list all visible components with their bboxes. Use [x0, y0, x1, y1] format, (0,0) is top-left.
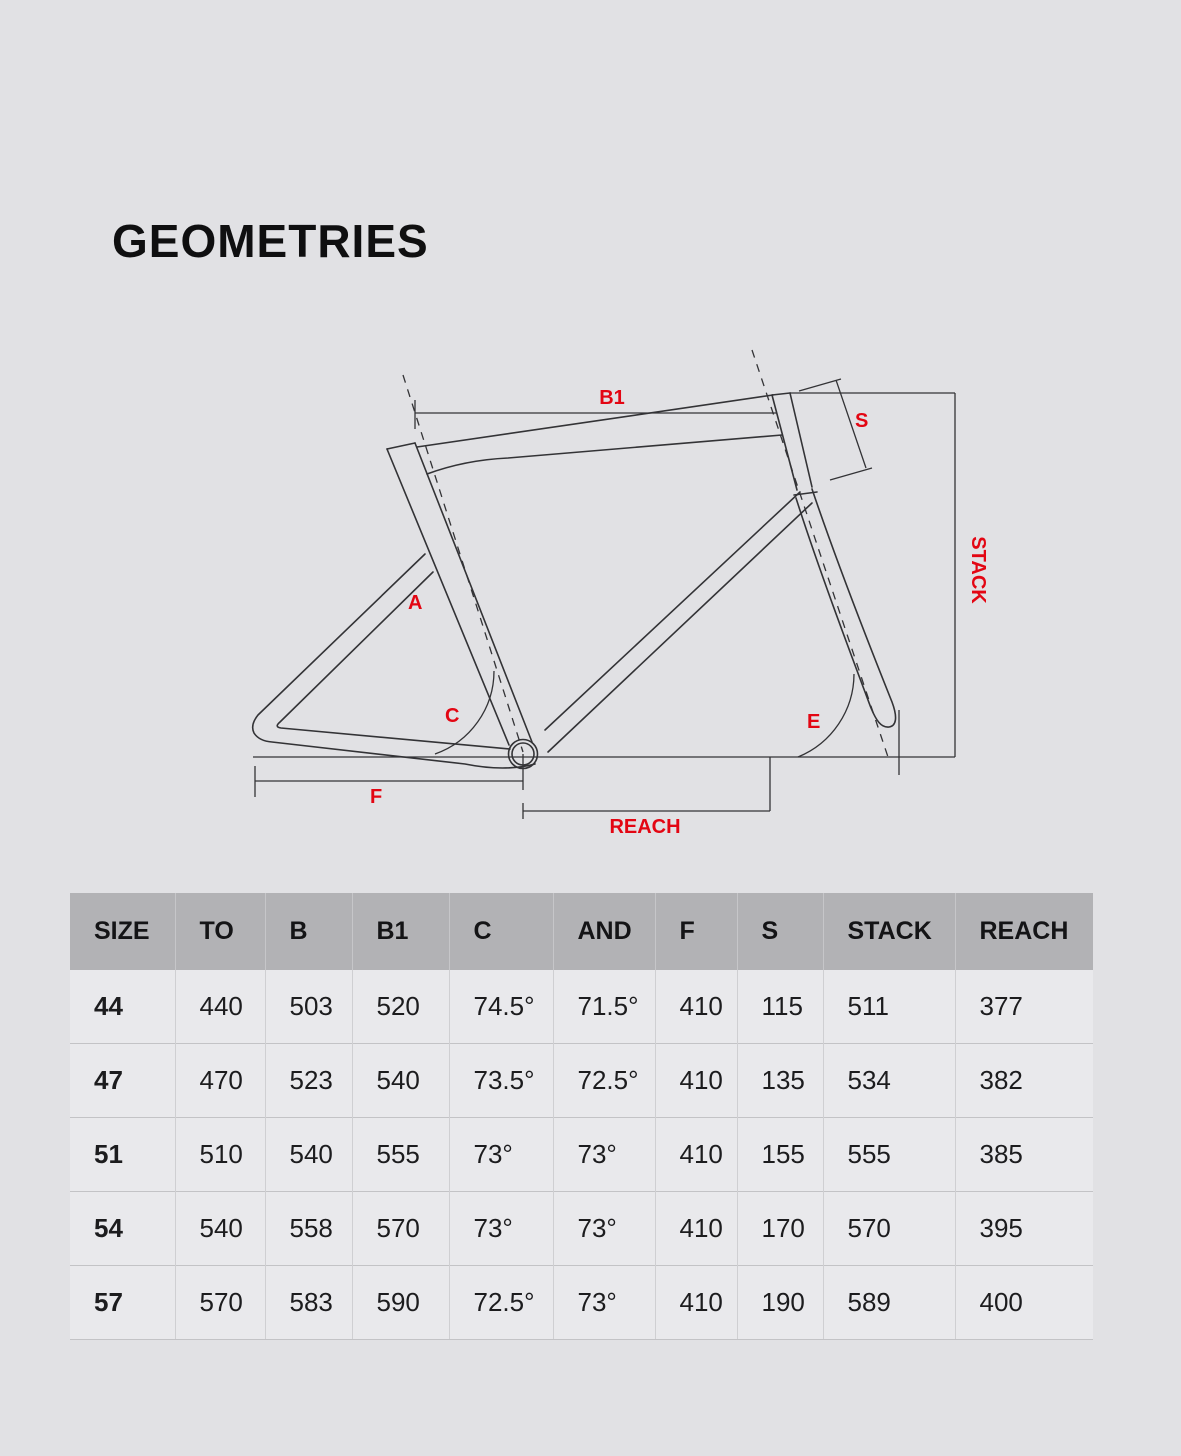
label-e: E [807, 711, 820, 733]
value-cell: 155 [736, 1117, 823, 1192]
geometry-table: SIZE TO B B1 C AND F S STACK REACH 44 440 503 520 74.… [70, 893, 1093, 1340]
table-row-size-54: 54 540 558 570 73° 73° 410 170 570 395 [70, 1191, 1093, 1266]
value-cell: 410 [654, 1117, 737, 1192]
value-cell: 74.5° [448, 970, 553, 1044]
bike-geometry-diagram: B1 S STACK A C E F REACH [251, 349, 989, 838]
top-tube-lower-edge [426, 434, 783, 475]
label-stack: STACK [967, 536, 989, 604]
size-cell: 47 [70, 1043, 175, 1118]
value-cell: 555 [351, 1117, 449, 1192]
value-cell: 520 [351, 970, 449, 1044]
value-cell: 72.5° [448, 1265, 553, 1340]
table-row-size-47: 47 470 523 540 73.5° 72.5° 410 135 534 382 [70, 1043, 1093, 1118]
value-cell: 410 [654, 1191, 737, 1266]
top-tube-upper-edge [416, 394, 774, 448]
value-cell: 540 [174, 1191, 265, 1266]
value-cell: 71.5° [552, 970, 655, 1044]
value-cell: 377 [954, 970, 1093, 1044]
value-cell: 115 [736, 970, 823, 1044]
s-measure-line [798, 378, 873, 481]
value-cell: 440 [174, 970, 265, 1044]
head-angle-arc [797, 673, 855, 758]
label-b1: B1 [599, 387, 625, 409]
value-cell: 400 [954, 1265, 1093, 1340]
seat-angle-arc [434, 670, 495, 755]
value-cell: 503 [264, 970, 352, 1044]
value-cell: 555 [822, 1117, 955, 1192]
label-reach: REACH [609, 816, 680, 838]
rear-triangle-inner [276, 571, 511, 750]
b1-measure-line [414, 400, 777, 429]
column-header-f: F [654, 893, 737, 970]
value-cell: 523 [264, 1043, 352, 1118]
value-cell: 511 [822, 970, 955, 1044]
table-body: 44 440 503 520 74.5° 71.5° 410 115 511 377 47 470 52… [70, 970, 1093, 1340]
head-tube-front-edge [789, 392, 813, 488]
fork-blade [795, 488, 897, 728]
value-cell: 589 [822, 1265, 955, 1340]
size-cell: 57 [70, 1265, 175, 1340]
label-a: A [408, 592, 422, 614]
value-cell: 73° [448, 1191, 553, 1266]
size-cell: 54 [70, 1191, 175, 1266]
column-header-reach: REACH [954, 893, 1093, 970]
value-cell: 72.5° [552, 1043, 655, 1118]
down-tube-upper-edge [544, 491, 801, 731]
page-title: GEOMETRIES [112, 215, 429, 267]
head-tube-axis [751, 349, 889, 758]
head-tube-top-cap [771, 392, 791, 396]
value-cell: 558 [264, 1191, 352, 1266]
value-cell: 510 [174, 1117, 265, 1192]
head-tube-rear-edge [771, 394, 798, 491]
column-header-b: B [264, 893, 352, 970]
column-header-s: S [736, 893, 823, 970]
value-cell: 470 [174, 1043, 265, 1118]
reach-measure-line [522, 803, 770, 819]
label-s: S [855, 410, 868, 432]
table-header-row: SIZE TO B B1 C AND F S STACK REACH [70, 893, 1093, 970]
value-cell: 410 [654, 1043, 737, 1118]
size-cell: 44 [70, 970, 175, 1044]
value-cell: 135 [736, 1043, 823, 1118]
column-header-to: TO [174, 893, 265, 970]
value-cell: 540 [351, 1043, 449, 1118]
seat-tube-rear-edge [386, 448, 510, 746]
table-row-size-51: 51 510 540 555 73° 73° 410 155 555 385 [70, 1117, 1093, 1192]
table-row-size-44: 44 440 503 520 74.5° 71.5° 410 115 511 377 [70, 970, 1093, 1044]
down-tube-lower-edge [547, 502, 813, 753]
value-cell: 395 [954, 1191, 1093, 1266]
column-header-b1: B1 [351, 893, 449, 970]
seat-mast-cap [386, 442, 416, 450]
seat-tube-front-edge [414, 442, 533, 743]
value-cell: 73° [448, 1117, 553, 1192]
value-cell: 534 [822, 1043, 955, 1118]
value-cell: 540 [264, 1117, 352, 1192]
column-header-and: AND [552, 893, 655, 970]
value-cell: 73.5° [448, 1043, 553, 1118]
value-cell: 190 [736, 1265, 823, 1340]
value-cell: 73° [552, 1117, 655, 1192]
value-cell: 410 [654, 970, 737, 1044]
value-cell: 385 [954, 1117, 1093, 1192]
label-c: C [445, 705, 459, 727]
f-measure-line [254, 766, 523, 797]
rear-triangle-outer [251, 553, 536, 769]
value-cell: 382 [954, 1043, 1093, 1118]
column-header-c: C [448, 893, 553, 970]
table-row-size-57: 57 570 583 590 72.5° 73° 410 190 589 400 [70, 1265, 1093, 1340]
value-cell: 73° [552, 1191, 655, 1266]
size-cell: 51 [70, 1117, 175, 1192]
column-header-size: SIZE [70, 893, 175, 970]
value-cell: 73° [552, 1265, 655, 1340]
value-cell: 570 [822, 1191, 955, 1266]
value-cell: 170 [736, 1191, 823, 1266]
value-cell: 583 [264, 1265, 352, 1340]
value-cell: 570 [351, 1191, 449, 1266]
value-cell: 570 [174, 1265, 265, 1340]
label-f: F [370, 786, 382, 808]
value-cell: 410 [654, 1265, 737, 1340]
column-header-stack: STACK [822, 893, 955, 970]
value-cell: 590 [351, 1265, 449, 1340]
